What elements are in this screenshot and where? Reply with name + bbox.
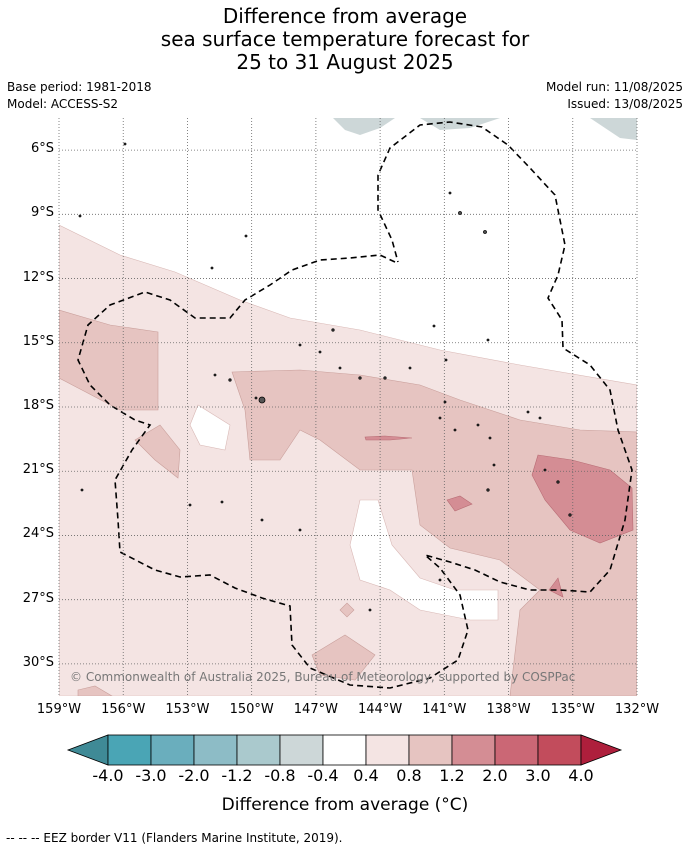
issued-date: Issued: 13/08/2025 bbox=[567, 97, 683, 111]
model-run: Model run: 11/08/2025 bbox=[545, 80, 683, 94]
colorbar-tick-label: -0.8 bbox=[264, 766, 296, 785]
colorbar-segment bbox=[408, 734, 453, 766]
anomaly-region-0-8 bbox=[59, 309, 159, 411]
eez-border bbox=[77, 121, 633, 689]
colorbar-segment bbox=[537, 734, 582, 766]
colorbar-tick-label: 0.4 bbox=[353, 766, 379, 785]
colorbar-segment bbox=[279, 734, 324, 766]
lon-tick-label: 150°W bbox=[229, 702, 274, 717]
lat-tick-label: 15°S bbox=[22, 333, 54, 349]
colorbar-tick-label: -2.0 bbox=[178, 766, 210, 785]
title-line-1: Difference from average bbox=[222, 4, 468, 28]
colorbar-segment bbox=[365, 734, 410, 766]
colorbar-segment bbox=[451, 734, 496, 766]
lon-tick-label: 141°W bbox=[422, 702, 467, 717]
anomaly-region-1-2 bbox=[531, 454, 634, 544]
lat-tick-label: 9°S bbox=[30, 205, 54, 221]
lat-tick-label: 12°S bbox=[22, 269, 54, 285]
lon-tick-label: 144°W bbox=[358, 702, 403, 717]
eez-legend-footer: -- -- -- EEZ border V11 (Flanders Marine… bbox=[6, 831, 343, 845]
colorbar-segment bbox=[107, 734, 152, 766]
colorbar-tick-label: -1.2 bbox=[221, 766, 253, 785]
colorbar-tick-label: -4.0 bbox=[92, 766, 124, 785]
lat-tick-label: 18°S bbox=[22, 398, 54, 413]
colorbar-tick-label: 4.0 bbox=[568, 766, 594, 785]
lat-tick-label: 24°S bbox=[22, 526, 54, 542]
colorbar-tick-label: 2.0 bbox=[482, 766, 508, 785]
lat-tick-label: 30°S bbox=[22, 654, 54, 670]
islands bbox=[78, 142, 572, 612]
colorbar-tick-label: 3.0 bbox=[525, 766, 551, 785]
colorbar-arrow-max bbox=[580, 734, 623, 766]
lon-tick-label: 153°W bbox=[165, 702, 210, 717]
colorbar-tick-label: -3.0 bbox=[135, 766, 167, 785]
map-gridlines bbox=[58, 118, 638, 696]
copyright-notice: © Commonwealth of Australia 2025, Bureau… bbox=[70, 670, 575, 684]
colorbar-tick-label: 1.2 bbox=[439, 766, 465, 785]
title-line-3: 25 to 31 August 2025 bbox=[236, 50, 454, 74]
lat-tick-label: 27°S bbox=[22, 590, 54, 606]
model-name: Model: ACCESS-S2 bbox=[7, 97, 119, 111]
base-period: Base period: 1981-2018 bbox=[7, 80, 152, 94]
colorbar-segment bbox=[494, 734, 539, 766]
lon-tick-label: 147°W bbox=[293, 702, 338, 717]
colorbar-arrow-min bbox=[66, 734, 109, 766]
lat-tick-label: 6°S bbox=[30, 141, 54, 157]
lon-tick-label: 132°W bbox=[614, 702, 660, 717]
colorbar-segment bbox=[150, 734, 195, 766]
lon-tick-label: 135°W bbox=[550, 702, 595, 717]
colorbar-segment bbox=[322, 734, 367, 766]
lon-tick-label: 138°W bbox=[486, 702, 531, 717]
title-line-2: sea surface temperature forecast for bbox=[160, 27, 530, 51]
lon-tick-label: 156°W bbox=[101, 702, 146, 717]
colorbar-tick-label: 0.8 bbox=[396, 766, 422, 785]
anomaly-region-neg-0-4 bbox=[333, 118, 395, 135]
colorbar-segment bbox=[193, 734, 238, 766]
lon-tick-label: 159°W bbox=[36, 702, 82, 717]
colorbar-segment bbox=[236, 734, 281, 766]
colorbar-label: Difference from average (°C) bbox=[221, 795, 469, 815]
colorbar-tick-label: -0.4 bbox=[307, 766, 339, 785]
lat-tick-label: 21°S bbox=[22, 462, 54, 478]
colorbar bbox=[66, 734, 623, 766]
